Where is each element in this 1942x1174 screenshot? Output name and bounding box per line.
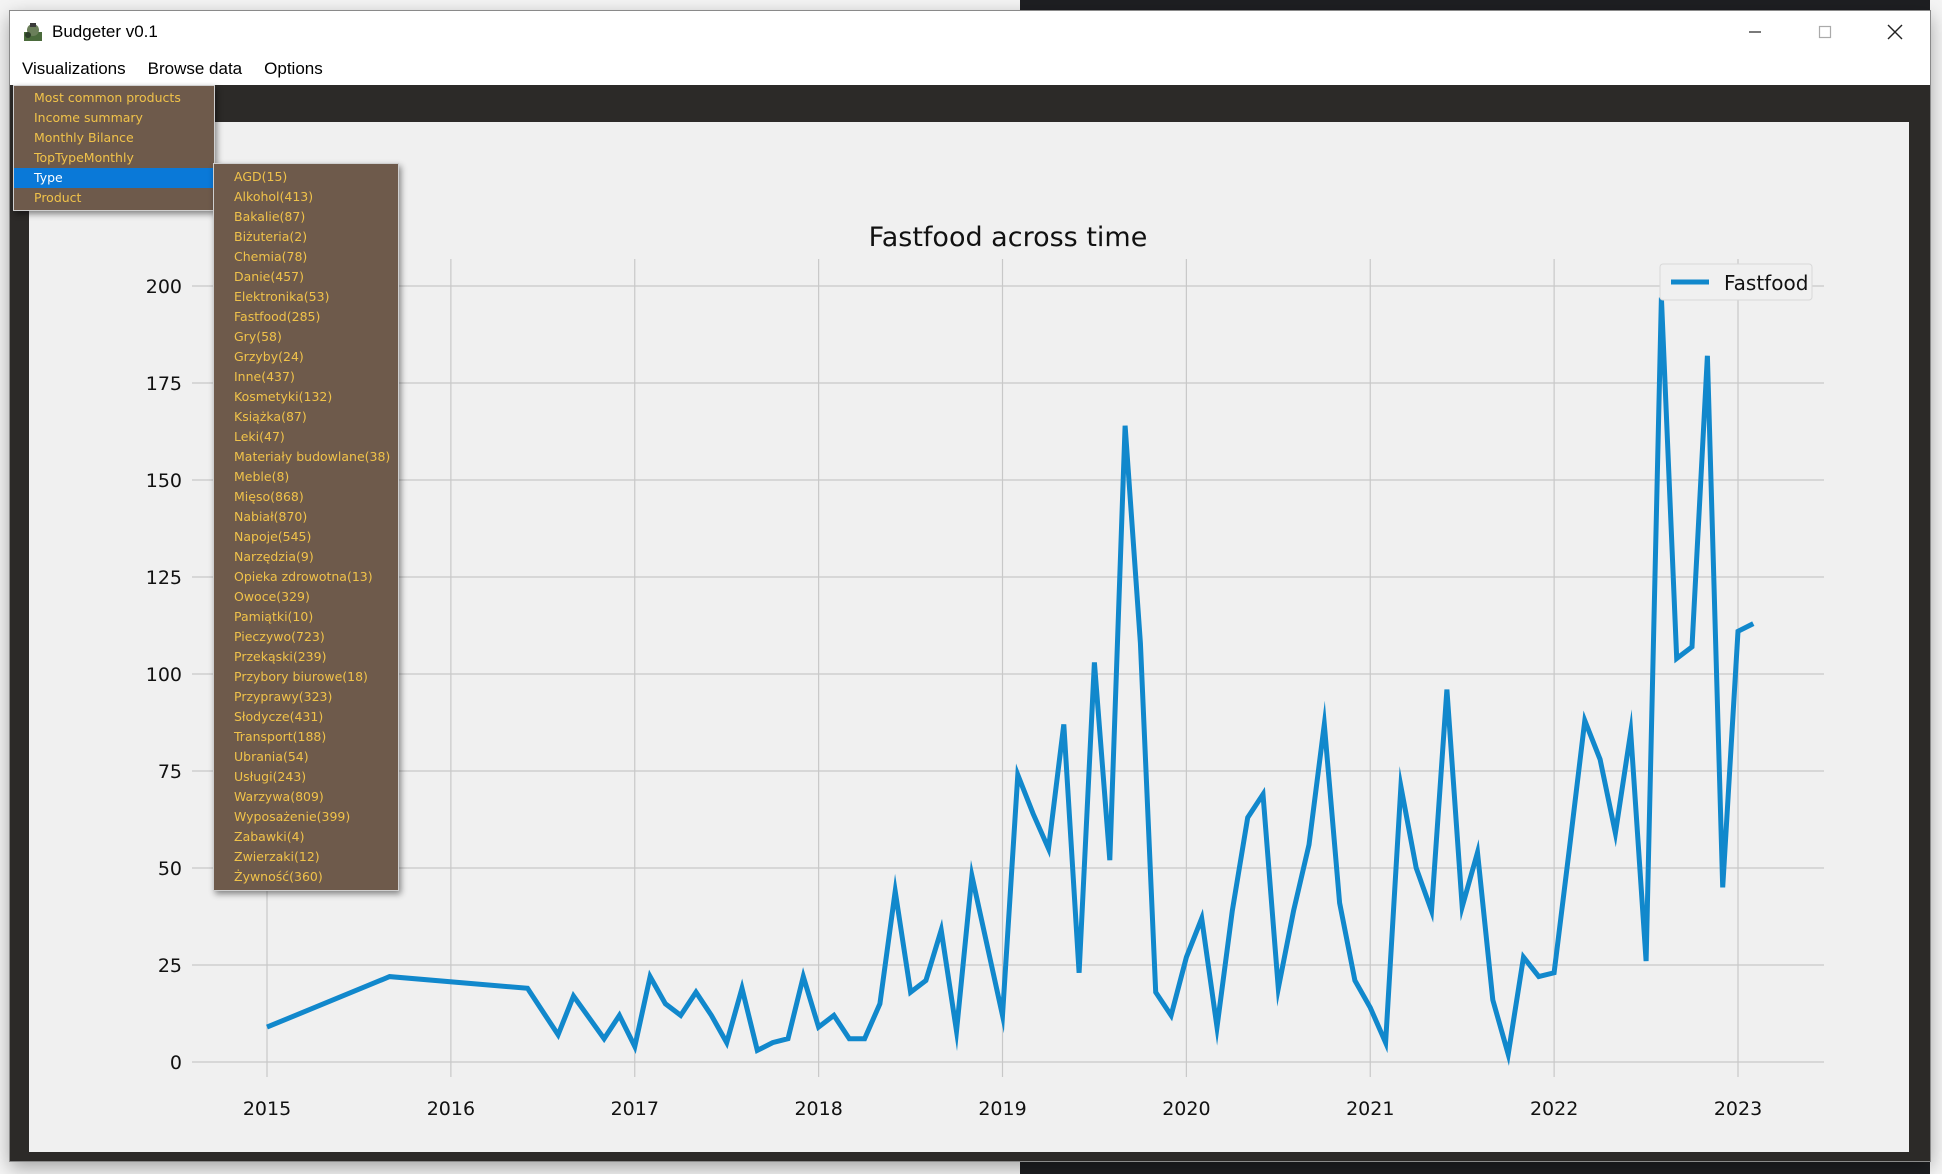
visualizations-dropdown: Most common products Income summary Monthl…	[13, 85, 215, 211]
money-bag-icon	[24, 23, 42, 41]
type-item-meble[interactable]: Meble(8)	[234, 469, 290, 484]
type-item-przekaski[interactable]: Przekąski(239)	[234, 649, 327, 664]
x-tick-label: 2015	[243, 1098, 291, 1120]
type-item-zabawki[interactable]: Zabawki(4)	[234, 829, 305, 844]
type-item-grzyby[interactable]: Grzyby(24)	[234, 349, 304, 364]
menu-options[interactable]: Options	[264, 59, 323, 78]
y-tick-label: 25	[158, 955, 182, 977]
type-item-zwierzaki[interactable]: Zwierzaki(12)	[234, 849, 320, 864]
type-item-pamiatki[interactable]: Pamiątki(10)	[234, 609, 314, 624]
minimize-button[interactable]	[1720, 11, 1790, 53]
type-item-pieczywo[interactable]: Pieczywo(723)	[234, 629, 325, 644]
type-item-alkohol[interactable]: Alkohol(413)	[234, 189, 314, 204]
close-button[interactable]	[1860, 11, 1930, 53]
y-tick-label: 75	[158, 761, 182, 783]
type-item-zywnosc[interactable]: Żywność(360)	[234, 869, 323, 884]
y-tick-label: 125	[146, 567, 182, 589]
chart-title: Fastfood across time	[869, 222, 1148, 253]
minimize-icon	[1749, 31, 1761, 33]
type-item-ksiazka[interactable]: Książka(87)	[234, 409, 307, 424]
series-line-fastfood	[266, 297, 1755, 1066]
type-item-leki[interactable]: Leki(47)	[234, 429, 285, 444]
close-icon	[1887, 24, 1903, 40]
type-item-kosmetyki[interactable]: Kosmetyki(132)	[234, 389, 333, 404]
type-item-owoce[interactable]: Owoce(329)	[234, 589, 310, 604]
type-item-us-ugi[interactable]: Usługi(243)	[234, 769, 307, 784]
type-item-opieka-zdrowotna[interactable]: Opieka zdrowotna(13)	[234, 569, 373, 584]
menu-browse-data[interactable]: Browse data	[147, 59, 243, 78]
type-item-materia-y-budowlane[interactable]: Materiały budowlane(38)	[234, 449, 391, 464]
y-tick-label: 100	[146, 664, 182, 686]
window-title: Budgeter v0.1	[52, 22, 158, 41]
menu-item-toptypemonthly[interactable]: TopTypeMonthly	[34, 150, 134, 165]
type-item-napoje[interactable]: Napoje(545)	[234, 529, 312, 544]
y-tick-label: 0	[170, 1052, 182, 1074]
legend-box	[1659, 263, 1813, 301]
y-tick-label: 175	[146, 373, 182, 395]
type-item-przybory-biurowe[interactable]: Przybory biurowe(18)	[234, 669, 368, 684]
type-item-agd[interactable]: AGD(15)	[234, 169, 288, 184]
x-tick-label: 2021	[1346, 1098, 1394, 1120]
x-tick-label: 2023	[1714, 1098, 1762, 1120]
type-item-mieso[interactable]: Mięso(868)	[234, 489, 304, 504]
menu-item-income-summary[interactable]: Income summary	[34, 110, 143, 125]
type-item-danie[interactable]: Danie(457)	[234, 269, 304, 284]
type-submenu: AGD(15) Alkohol(413) Bakalie(87) Biżuteria(…	[213, 163, 399, 891]
x-tick-label: 2016	[427, 1098, 475, 1120]
x-tick-label: 2018	[794, 1098, 842, 1120]
x-tick-label: 2017	[611, 1098, 659, 1120]
x-tick-label: 2019	[978, 1098, 1026, 1120]
y-tick-label: 150	[146, 470, 182, 492]
menu-visualizations[interactable]: Visualizations	[12, 55, 136, 83]
window-controls	[1720, 11, 1930, 53]
type-item-s-odycze[interactable]: Słodycze(431)	[234, 709, 324, 724]
type-item-przyprawy[interactable]: Przyprawy(323)	[234, 689, 333, 704]
x-tick-label: 2022	[1530, 1098, 1578, 1120]
menu-item-most-common-products[interactable]: Most common products	[34, 90, 181, 105]
type-item-transport[interactable]: Transport(188)	[234, 729, 327, 744]
maximize-button[interactable]	[1790, 11, 1860, 53]
background-edge	[1930, 0, 1942, 1174]
type-item-narzedzia[interactable]: Narzędzia(9)	[234, 549, 314, 564]
type-item-inne[interactable]: Inne(437)	[234, 369, 295, 384]
title-bar[interactable]: Budgeter v0.1	[10, 11, 1930, 53]
menu-item-product[interactable]: Product	[34, 190, 82, 205]
type-item-ubrania[interactable]: Ubrania(54)	[234, 749, 309, 764]
menu-item-monthly-bilance[interactable]: Monthly Bilance	[34, 130, 134, 145]
menu-item-type[interactable]: Type	[14, 168, 214, 188]
menu-bar: Visualizations Browse data Options	[10, 53, 1930, 85]
legend-label: Fastfood	[1724, 271, 1808, 295]
type-item-wyposazenie[interactable]: Wyposażenie(399)	[234, 809, 351, 824]
maximize-icon	[1818, 25, 1832, 39]
x-tick-label: 2020	[1162, 1098, 1210, 1120]
type-item-gry[interactable]: Gry(58)	[234, 329, 282, 344]
type-item-elektronika[interactable]: Elektronika(53)	[234, 289, 330, 304]
type-item-chemia[interactable]: Chemia(78)	[234, 249, 308, 264]
y-tick-label: 200	[146, 276, 182, 298]
type-item-warzywa[interactable]: Warzywa(809)	[234, 789, 324, 804]
y-tick-label: 50	[158, 858, 182, 880]
type-item-bakalie[interactable]: Bakalie(87)	[234, 209, 306, 224]
type-item-nabia[interactable]: Nabiał(870)	[234, 509, 308, 524]
type-item-fastfood[interactable]: Fastfood(285)	[234, 309, 321, 324]
type-item-bizuteria[interactable]: Biżuteria(2)	[234, 229, 308, 244]
